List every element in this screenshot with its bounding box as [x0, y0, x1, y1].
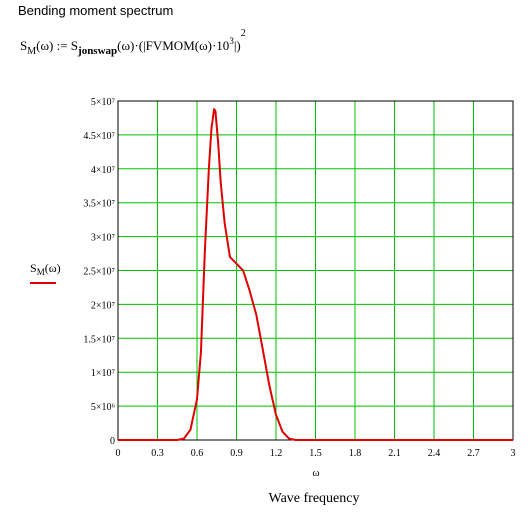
y-tick-label: 0 [110, 436, 115, 447]
x-tick-label: 2.4 [428, 448, 441, 459]
x-tick-label: 0 [116, 448, 121, 459]
y-tick-label: 2.5×10⁷ [83, 267, 115, 278]
y-tick-label: 4.5×10⁷ [83, 131, 115, 142]
x-tick-label: 2.1 [388, 448, 401, 459]
x-tick-label: 2.7 [467, 448, 480, 459]
title: Bending moment spectrum [18, 3, 173, 18]
y-tick-label: 5×10⁷ [91, 97, 116, 108]
x-tick-label: 0.3 [151, 448, 164, 459]
x-tick-label: 1.2 [270, 448, 283, 459]
x-tick-label: 1.8 [349, 448, 362, 459]
y-tick-label: 1×10⁷ [91, 368, 116, 379]
y-tick-label: 3.5×10⁷ [83, 199, 115, 210]
x-tick-label: 0.9 [230, 448, 243, 459]
formula: SM(ω) := Sjonswap(ω)·(|FVMOM(ω)·103|)2 [20, 28, 246, 57]
x-tick-label: 1.5 [309, 448, 322, 459]
y-tick-label: 4×10⁷ [91, 165, 116, 176]
annotation: Wave frequency [269, 491, 360, 506]
x-axis-label: ω [312, 467, 319, 479]
y-tick-label: 1.5×10⁷ [83, 334, 115, 345]
y-tick-label: 3×10⁷ [91, 233, 116, 244]
x-tick-label: 3 [511, 448, 516, 459]
y-axis-label: SM(ω) [30, 261, 61, 277]
line-series [118, 108, 513, 441]
plot: 0 0.3 0.6 0.9 1.2 1.5 1.8 2.1 2.4 2.7 3 0 5×10⁶ 1×10⁷… [83, 97, 515, 459]
x-tick-label: 0.6 [191, 448, 204, 459]
y-tick-label: 5×10⁶ [91, 402, 116, 413]
y-tick-label: 2×10⁷ [91, 300, 116, 311]
